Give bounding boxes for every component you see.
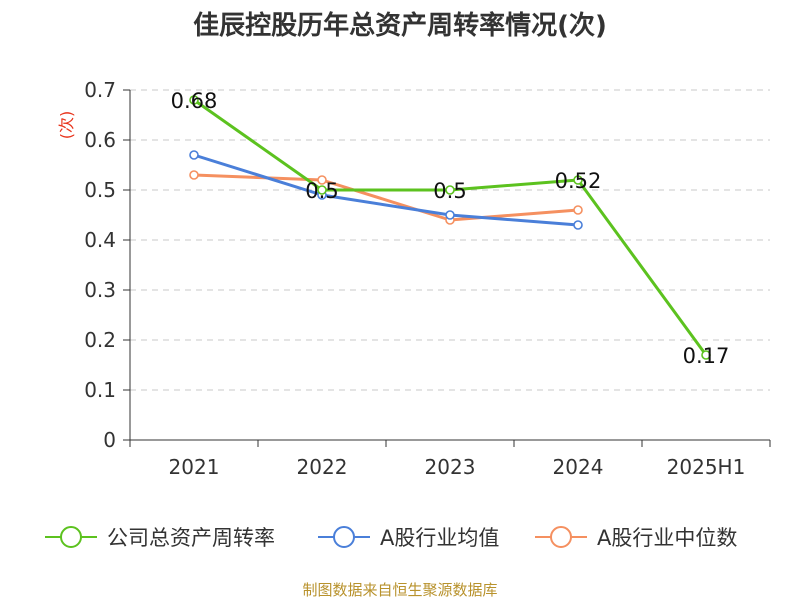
- legend-marker: [60, 526, 82, 548]
- data-point: [189, 95, 199, 105]
- y-axis-label: (次): [57, 111, 76, 140]
- data-point: [445, 185, 455, 195]
- x-tick-label: 2025H1: [667, 455, 746, 479]
- x-tick-label: 2023: [425, 455, 476, 479]
- x-tick-label: 2024: [553, 455, 604, 479]
- data-point: [701, 350, 711, 360]
- series: [189, 95, 711, 360]
- legend-label: 公司总资产周转率: [107, 526, 275, 550]
- data-point: [317, 185, 327, 195]
- y-tick-label: 0.7: [84, 78, 116, 102]
- legend-label: A股行业均值: [380, 526, 499, 550]
- data-point: [445, 210, 455, 220]
- legend-marker: [550, 526, 572, 548]
- data-label: 0.52: [555, 169, 602, 193]
- data-point: [573, 205, 583, 215]
- grid: [130, 89, 770, 391]
- data-label: 0.5: [305, 179, 338, 203]
- legend-marker: [333, 526, 355, 548]
- legend-label: A股行业中位数: [597, 526, 737, 550]
- data-label: 0.5: [433, 179, 466, 203]
- y-tick-label: 0.5: [84, 178, 116, 202]
- series-line: [193, 98, 708, 356]
- y-tick-label: 0.3: [84, 278, 116, 302]
- data-labels: 0.68 0.5 0.5 0.52 0.17: [171, 89, 730, 368]
- legend-item[interactable]: A股行业均值: [318, 526, 499, 550]
- data-point: [189, 170, 199, 180]
- legend-item[interactable]: A股行业中位数: [535, 526, 737, 550]
- x-tick-label: 2021: [169, 455, 220, 479]
- chart-title: 佳辰控股历年总资产周转率情况(次): [193, 10, 607, 41]
- data-point: [317, 175, 327, 185]
- y-tick-label: 0.2: [84, 328, 116, 352]
- data-label: 0.68: [171, 89, 218, 113]
- y-tick-label: 0.6: [84, 128, 116, 152]
- x-tick-label: 2022: [297, 455, 348, 479]
- series-line: [193, 153, 579, 227]
- y-tick-label: 0.1: [84, 378, 116, 402]
- data-point: [189, 150, 199, 160]
- source-note: 制图数据来自恒生聚源数据库: [302, 581, 497, 599]
- legend: 公司总资产周转率 A股行业均值 A股行业中位数: [45, 526, 737, 550]
- data-point: [573, 220, 583, 230]
- axes: 0 0.1 0.2 0.3 0.4 0.5 0.6 0.7 2021 2022 2023 2024 20…: [84, 78, 771, 479]
- data-point: [573, 175, 583, 185]
- data-label: 0.17: [683, 344, 730, 368]
- y-tick-label: 0.4: [84, 228, 116, 252]
- legend-item[interactable]: 公司总资产周转率: [45, 526, 275, 550]
- y-tick-label: 0: [103, 428, 116, 452]
- series-line: [193, 173, 579, 222]
